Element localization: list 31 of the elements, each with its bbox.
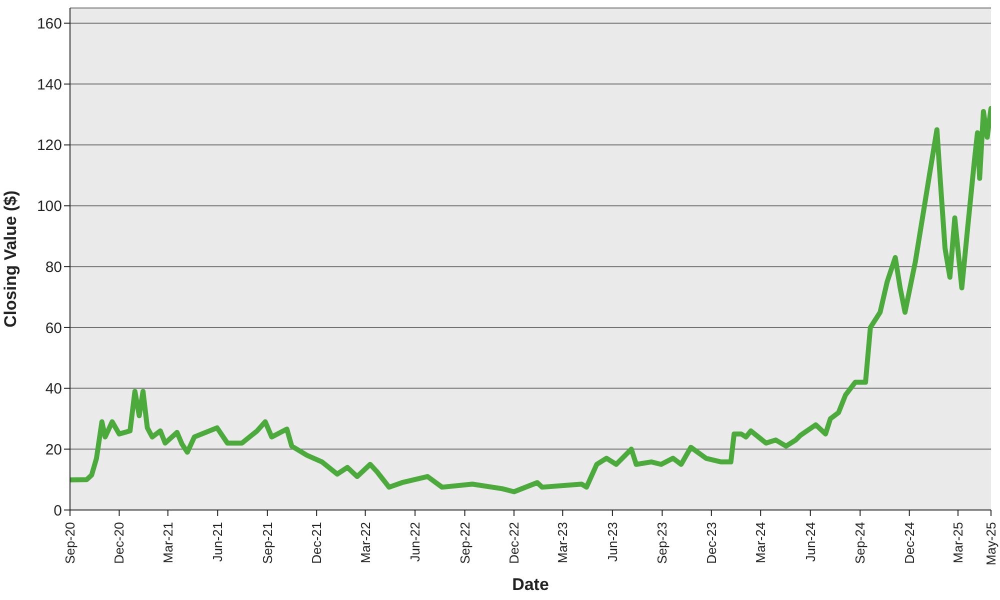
x-tick-label: Mar-25 bbox=[950, 522, 966, 564]
y-tick-label: 120 bbox=[36, 137, 62, 154]
x-tick-label: Jun-24 bbox=[802, 522, 818, 562]
x-tick-label: Jun-22 bbox=[408, 522, 423, 562]
x-tick-label: Mar-21 bbox=[160, 522, 176, 564]
y-tick-label: 60 bbox=[45, 320, 62, 337]
y-tick-label: 100 bbox=[36, 198, 62, 216]
y-tick-label: 0 bbox=[54, 502, 62, 520]
y-tick-label: 20 bbox=[45, 441, 62, 458]
y-tick-label: 40 bbox=[45, 380, 62, 398]
x-tick-label: Sep-22 bbox=[457, 522, 472, 564]
x-tick-label: Sep-23 bbox=[654, 522, 670, 564]
x-tick-label: Sep-20 bbox=[62, 522, 78, 564]
x-tick-label: Sep-21 bbox=[260, 522, 275, 564]
x-tick-label: Dec-22 bbox=[506, 522, 522, 564]
x-tick-label: Dec-20 bbox=[112, 522, 127, 564]
x-tick-label: Jun-21 bbox=[210, 522, 226, 562]
x-tick-label: Dec-24 bbox=[902, 522, 917, 564]
x-tick-label: Mar-22 bbox=[358, 522, 373, 564]
x-tick-label: Mar-23 bbox=[555, 522, 570, 564]
x-tick-label: Mar-24 bbox=[753, 522, 768, 564]
x-tick-label: Dec-21 bbox=[309, 522, 324, 564]
y-tick-label: 160 bbox=[36, 16, 62, 33]
x-axis-title: Date bbox=[512, 575, 549, 594]
y-tick-label: 80 bbox=[45, 258, 62, 276]
y-tick-label: 140 bbox=[36, 76, 62, 94]
x-tick-label: Jun-23 bbox=[604, 522, 620, 562]
x-tick-label: May-25 bbox=[984, 522, 998, 566]
y-axis-title: Closing Value ($) bbox=[1, 190, 20, 328]
x-tick-label: Sep-24 bbox=[852, 522, 868, 564]
x-tick-label: Dec-23 bbox=[704, 522, 719, 564]
